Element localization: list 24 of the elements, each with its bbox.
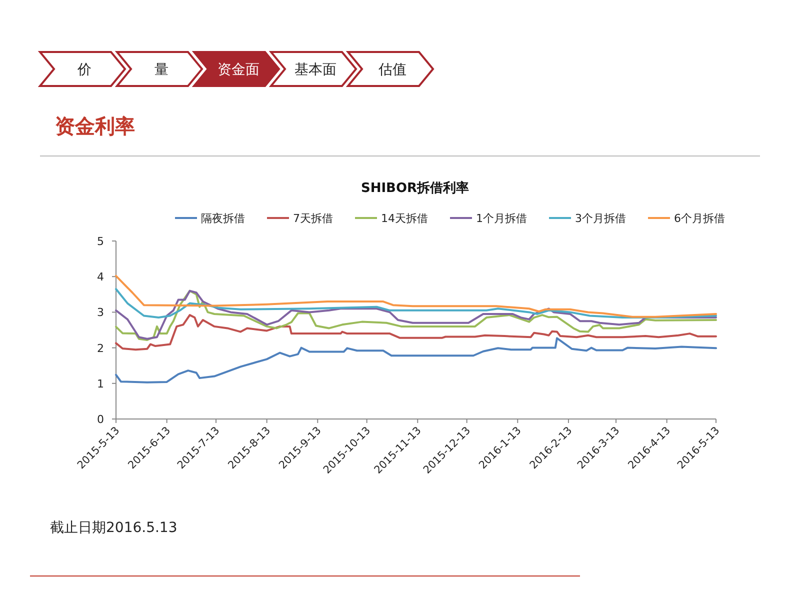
legend-label: 隔夜拆借 <box>201 212 245 225</box>
text: 量 <box>154 62 168 78</box>
y-tick-label: 5 <box>97 235 104 248</box>
text: 资金利率 <box>55 114 135 138</box>
text: 资金面 <box>218 62 260 78</box>
text: 基本面 <box>294 62 336 78</box>
line-series <box>115 314 717 351</box>
y-tick-label: 1 <box>97 377 104 390</box>
legend-label: 14天拆借 <box>381 212 428 225</box>
text: 价 <box>76 62 92 78</box>
line-series <box>115 274 717 318</box>
legend-label: 6个月拆借 <box>674 212 725 225</box>
chart-title: SHIBOR拆借利率 <box>360 180 470 196</box>
text: 估值 <box>378 62 406 78</box>
line-series <box>115 337 717 384</box>
y-tick-label: 4 <box>97 270 104 284</box>
y-tick-label: 0 <box>97 413 104 426</box>
text: 截止日期2016.5.13 <box>50 520 178 536</box>
legend-label: 3个月拆借 <box>575 212 626 225</box>
legend-label: 1个月拆借 <box>476 212 527 225</box>
y-tick-label: 2 <box>97 342 104 355</box>
y-tick-label: 3 <box>97 306 104 320</box>
legend-label: 7天拆借 <box>293 212 333 225</box>
line-series <box>115 288 717 319</box>
